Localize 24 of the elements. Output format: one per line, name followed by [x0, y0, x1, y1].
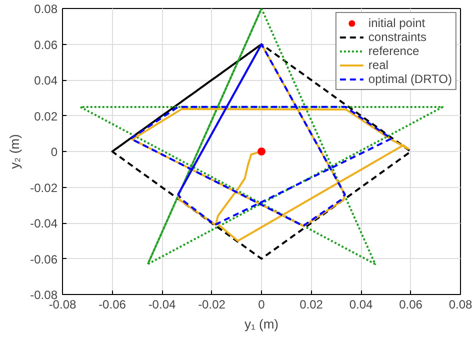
y-tick-label: 0.08 — [34, 2, 58, 16]
legend-label: initial point — [368, 16, 426, 30]
legend-label: optimal (DRTO) — [368, 72, 452, 86]
x-tick-label: 0.08 — [448, 298, 473, 312]
legend-label: reference — [368, 44, 420, 58]
x-tick-label: 0.04 — [349, 298, 374, 312]
x-tick-label: 0 — [258, 298, 266, 312]
legend-label: real — [368, 58, 388, 72]
x-tick-label: -0.02 — [198, 298, 226, 312]
x-tick-label: -0.04 — [148, 298, 176, 312]
x-tick-label: 0.06 — [399, 298, 423, 312]
y-tick-label: 0.06 — [34, 38, 58, 52]
y-tick-label: -0.02 — [30, 180, 58, 195]
y-tick-label: -0.04 — [30, 216, 58, 230]
y-tick-label: 0 — [50, 145, 58, 159]
y-tick-label: 0.04 — [34, 74, 58, 88]
x-tick-label: -0.06 — [98, 298, 126, 312]
x-tick-label: 0.02 — [300, 298, 324, 312]
y-axis-title: y₂ (m) — [7, 134, 22, 169]
x-axis-title: y₁ (m) — [244, 316, 279, 332]
x-tick-label: -0.08 — [48, 298, 76, 312]
y-tick-label: 0.02 — [34, 109, 58, 124]
legend-label: constraints — [368, 30, 426, 44]
y-tick-label: -0.06 — [30, 252, 58, 266]
